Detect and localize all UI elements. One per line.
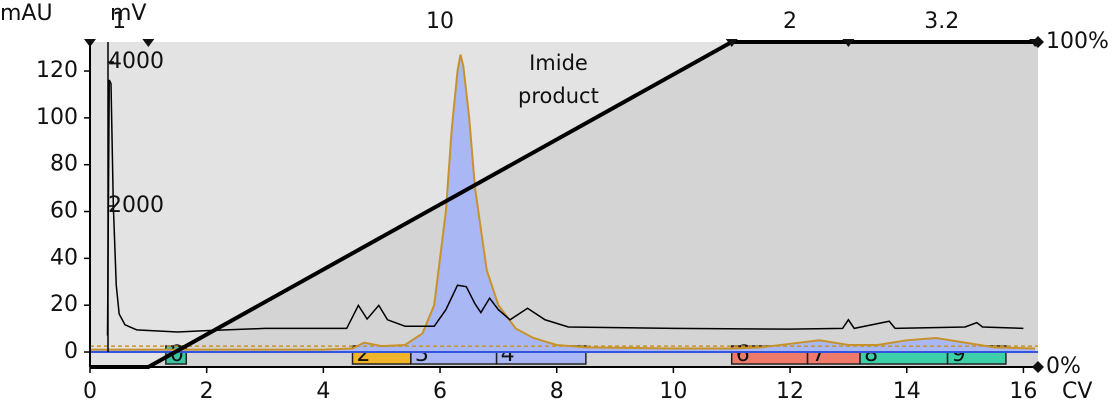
segment-label: 2: [783, 9, 797, 34]
segment-label: 10: [426, 9, 454, 34]
y2-tick-label: 2000: [108, 193, 164, 218]
y-tick-label: 40: [50, 245, 78, 270]
annotation: Imide: [529, 51, 588, 75]
y-tick-label: 120: [36, 58, 78, 83]
segment-marker: [842, 39, 855, 47]
series-line: [90, 54, 1036, 351]
x-tick-label: 10: [659, 379, 687, 404]
segment-label: 3.2: [924, 9, 959, 34]
x-tick-label: 12: [776, 379, 804, 404]
y-tick-label: 80: [50, 152, 78, 177]
y3-tick: [1032, 361, 1044, 373]
y-axis-label: mAU: [0, 1, 53, 26]
x-tick-label: 2: [200, 379, 214, 404]
x-tick-label: 6: [433, 379, 447, 404]
annotation: product: [518, 84, 599, 108]
segment-marker: [142, 39, 155, 47]
y-tick-label: 100: [36, 105, 78, 130]
segment-marker: [725, 39, 738, 47]
x-tick-label: 0: [83, 379, 97, 404]
x-tick-label: 16: [1009, 379, 1037, 404]
y2-axis-label: mV: [110, 1, 146, 26]
y-tick-label: 0: [64, 339, 78, 364]
x-tick-label: 4: [316, 379, 330, 404]
segment-label: 1: [112, 9, 126, 34]
y3-tick: [1032, 36, 1044, 48]
y-tick-label: 20: [50, 292, 78, 317]
x-axis-label: CV: [1062, 379, 1092, 404]
y2-tick-label: 4000: [108, 49, 164, 74]
x-tick-label: 14: [893, 379, 921, 404]
gradient-area: [90, 42, 1038, 367]
y3-tick-label: 0%: [1046, 354, 1081, 379]
x-tick-label: 8: [550, 379, 564, 404]
y3-tick-label: 100%: [1046, 29, 1109, 54]
series-line: [106, 79, 1024, 336]
y-tick-label: 60: [50, 199, 78, 224]
